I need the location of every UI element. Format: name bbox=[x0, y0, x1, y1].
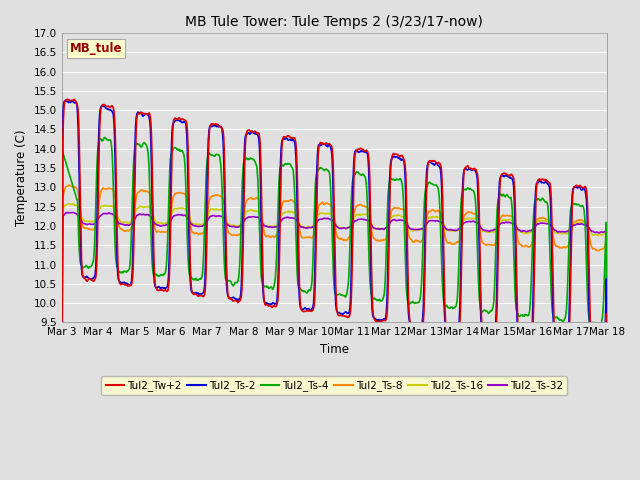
Tul2_Ts-16 bbox=[603, 344, 611, 350]
Tul2_Ts-8 bbox=[58, 443, 65, 448]
Tul2_Ts-16 bbox=[585, 225, 593, 231]
Title: MB Tule Tower: Tule Temps 2 (3/23/17-now): MB Tule Tower: Tule Temps 2 (3/23/17-now… bbox=[186, 15, 483, 29]
Tul2_Ts-4 bbox=[101, 135, 109, 141]
Tul2_Ts-2 bbox=[84, 275, 92, 281]
Line: Tul2_Tw+2: Tul2_Tw+2 bbox=[61, 99, 607, 428]
Tul2_Ts-4 bbox=[285, 161, 292, 167]
Tul2_Ts-8 bbox=[285, 198, 292, 204]
Text: MB_tule: MB_tule bbox=[70, 42, 122, 55]
Tul2_Ts-8 bbox=[577, 217, 584, 223]
Tul2_Ts-4 bbox=[380, 294, 387, 300]
Tul2_Ts-32 bbox=[285, 215, 292, 220]
Tul2_Ts-16 bbox=[285, 208, 292, 214]
Tul2_Ts-4 bbox=[84, 264, 92, 270]
Legend: Tul2_Tw+2, Tul2_Ts-2, Tul2_Ts-4, Tul2_Ts-8, Tul2_Ts-16, Tul2_Ts-32: Tul2_Tw+2, Tul2_Ts-2, Tul2_Ts-4, Tul2_Ts… bbox=[101, 376, 567, 396]
Tul2_Ts-8 bbox=[380, 237, 387, 243]
Tul2_Ts-8 bbox=[66, 182, 74, 188]
Tul2_Ts-4 bbox=[159, 271, 167, 277]
Y-axis label: Temperature (C): Temperature (C) bbox=[15, 130, 28, 226]
Tul2_Ts-8 bbox=[585, 229, 593, 235]
Tul2_Ts-2 bbox=[380, 316, 387, 322]
Tul2_Ts-32 bbox=[603, 342, 611, 348]
Tul2_Ts-32 bbox=[159, 223, 167, 228]
Line: Tul2_Ts-16: Tul2_Ts-16 bbox=[61, 204, 607, 451]
Tul2_Ts-2 bbox=[603, 378, 611, 384]
Tul2_Ts-2 bbox=[61, 98, 68, 104]
Tul2_Ts-8 bbox=[603, 352, 611, 358]
Tul2_Ts-16 bbox=[159, 221, 167, 227]
Tul2_Tw+2 bbox=[159, 288, 167, 294]
Tul2_Tw+2 bbox=[380, 317, 387, 323]
Tul2_Ts-32 bbox=[58, 450, 65, 456]
Tul2_Ts-16 bbox=[84, 218, 92, 224]
Tul2_Ts-4 bbox=[58, 146, 65, 152]
Tul2_Ts-32 bbox=[84, 221, 92, 227]
Tul2_Tw+2 bbox=[585, 251, 593, 256]
Tul2_Tw+2 bbox=[285, 133, 292, 139]
Tul2_Ts-2 bbox=[285, 137, 292, 143]
Tul2_Tw+2 bbox=[577, 182, 584, 188]
Line: Tul2_Ts-4: Tul2_Ts-4 bbox=[61, 138, 607, 345]
Tul2_Ts-16 bbox=[65, 201, 72, 207]
Tul2_Ts-8 bbox=[159, 229, 167, 235]
Tul2_Ts-2 bbox=[159, 285, 167, 291]
Tul2_Ts-2 bbox=[58, 406, 65, 411]
Tul2_Ts-32 bbox=[577, 221, 584, 227]
Tul2_Ts-4 bbox=[577, 203, 584, 209]
Tul2_Tw+2 bbox=[603, 409, 611, 415]
Tul2_Ts-32 bbox=[380, 227, 387, 232]
Tul2_Ts-16 bbox=[380, 226, 387, 231]
Line: Tul2_Ts-8: Tul2_Ts-8 bbox=[61, 185, 607, 445]
Tul2_Ts-16 bbox=[58, 448, 65, 454]
Tul2_Tw+2 bbox=[63, 96, 71, 102]
Line: Tul2_Ts-32: Tul2_Ts-32 bbox=[61, 213, 607, 453]
X-axis label: Time: Time bbox=[320, 343, 349, 356]
Tul2_Ts-32 bbox=[69, 210, 77, 216]
Tul2_Ts-4 bbox=[585, 313, 593, 319]
Tul2_Tw+2 bbox=[84, 276, 92, 282]
Tul2_Ts-32 bbox=[585, 225, 593, 230]
Tul2_Ts-2 bbox=[577, 185, 584, 191]
Tul2_Ts-16 bbox=[577, 220, 584, 226]
Line: Tul2_Ts-2: Tul2_Ts-2 bbox=[61, 101, 607, 408]
Tul2_Tw+2 bbox=[58, 425, 65, 431]
Tul2_Ts-2 bbox=[585, 289, 593, 295]
Tul2_Ts-4 bbox=[603, 342, 611, 348]
Tul2_Ts-8 bbox=[84, 226, 92, 232]
